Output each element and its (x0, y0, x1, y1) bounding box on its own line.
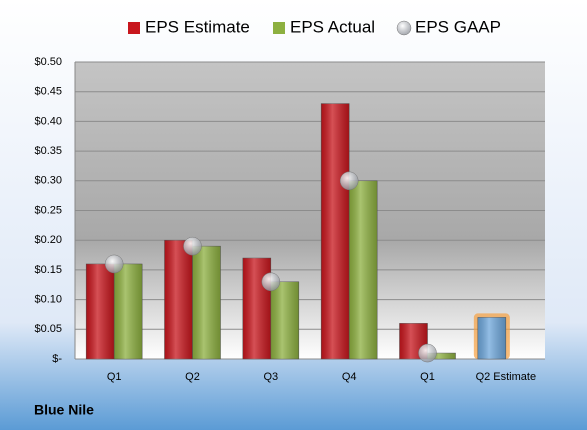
bar-shade (192, 246, 221, 359)
company-name: Blue Nile (34, 402, 94, 418)
bar-shade (164, 240, 193, 359)
gaap-marker (339, 171, 359, 191)
legend-swatch (396, 20, 412, 36)
y-tick-label: $0.25 (34, 204, 62, 216)
y-tick-label: $0.40 (34, 115, 62, 127)
y-tick-label: $0.30 (34, 175, 62, 187)
x-tick-label: Q2 (185, 371, 200, 383)
y-tick-label: $0.10 (34, 294, 62, 306)
x-tick-label: Q3 (263, 371, 278, 383)
x-tick-label: Q1 (420, 371, 435, 383)
bar-shade (242, 258, 271, 359)
bar-shade (427, 353, 456, 359)
x-tick-label: Q4 (342, 371, 357, 383)
gaap-marker (261, 272, 281, 292)
y-tick-label: $- (52, 353, 62, 365)
gaap-marker (418, 343, 437, 363)
bar-shade (321, 103, 350, 359)
legend-label: EPS Actual (290, 17, 375, 36)
legend-swatch (273, 22, 285, 34)
y-tick-label: $0.15 (34, 264, 62, 276)
legend-label: EPS Estimate (145, 17, 250, 36)
bar-shade (270, 281, 299, 359)
gaap-marker (183, 236, 202, 256)
bar-shade (477, 317, 506, 359)
bar-shade (86, 263, 115, 359)
legend-swatch (128, 22, 140, 34)
x-tick-label: Q2 Estimate (476, 371, 537, 383)
bar-shade (114, 263, 143, 359)
x-tick-label: Q1 (107, 371, 122, 383)
y-tick-label: $0.50 (34, 56, 62, 68)
bar-shade (349, 180, 378, 359)
y-tick-label: $0.45 (34, 86, 62, 98)
legend-label: EPS GAAP (415, 17, 501, 36)
y-tick-label: $0.20 (34, 234, 62, 246)
y-tick-label: $0.35 (34, 145, 62, 157)
gaap-marker (104, 254, 124, 274)
y-tick-label: $0.05 (34, 323, 62, 335)
